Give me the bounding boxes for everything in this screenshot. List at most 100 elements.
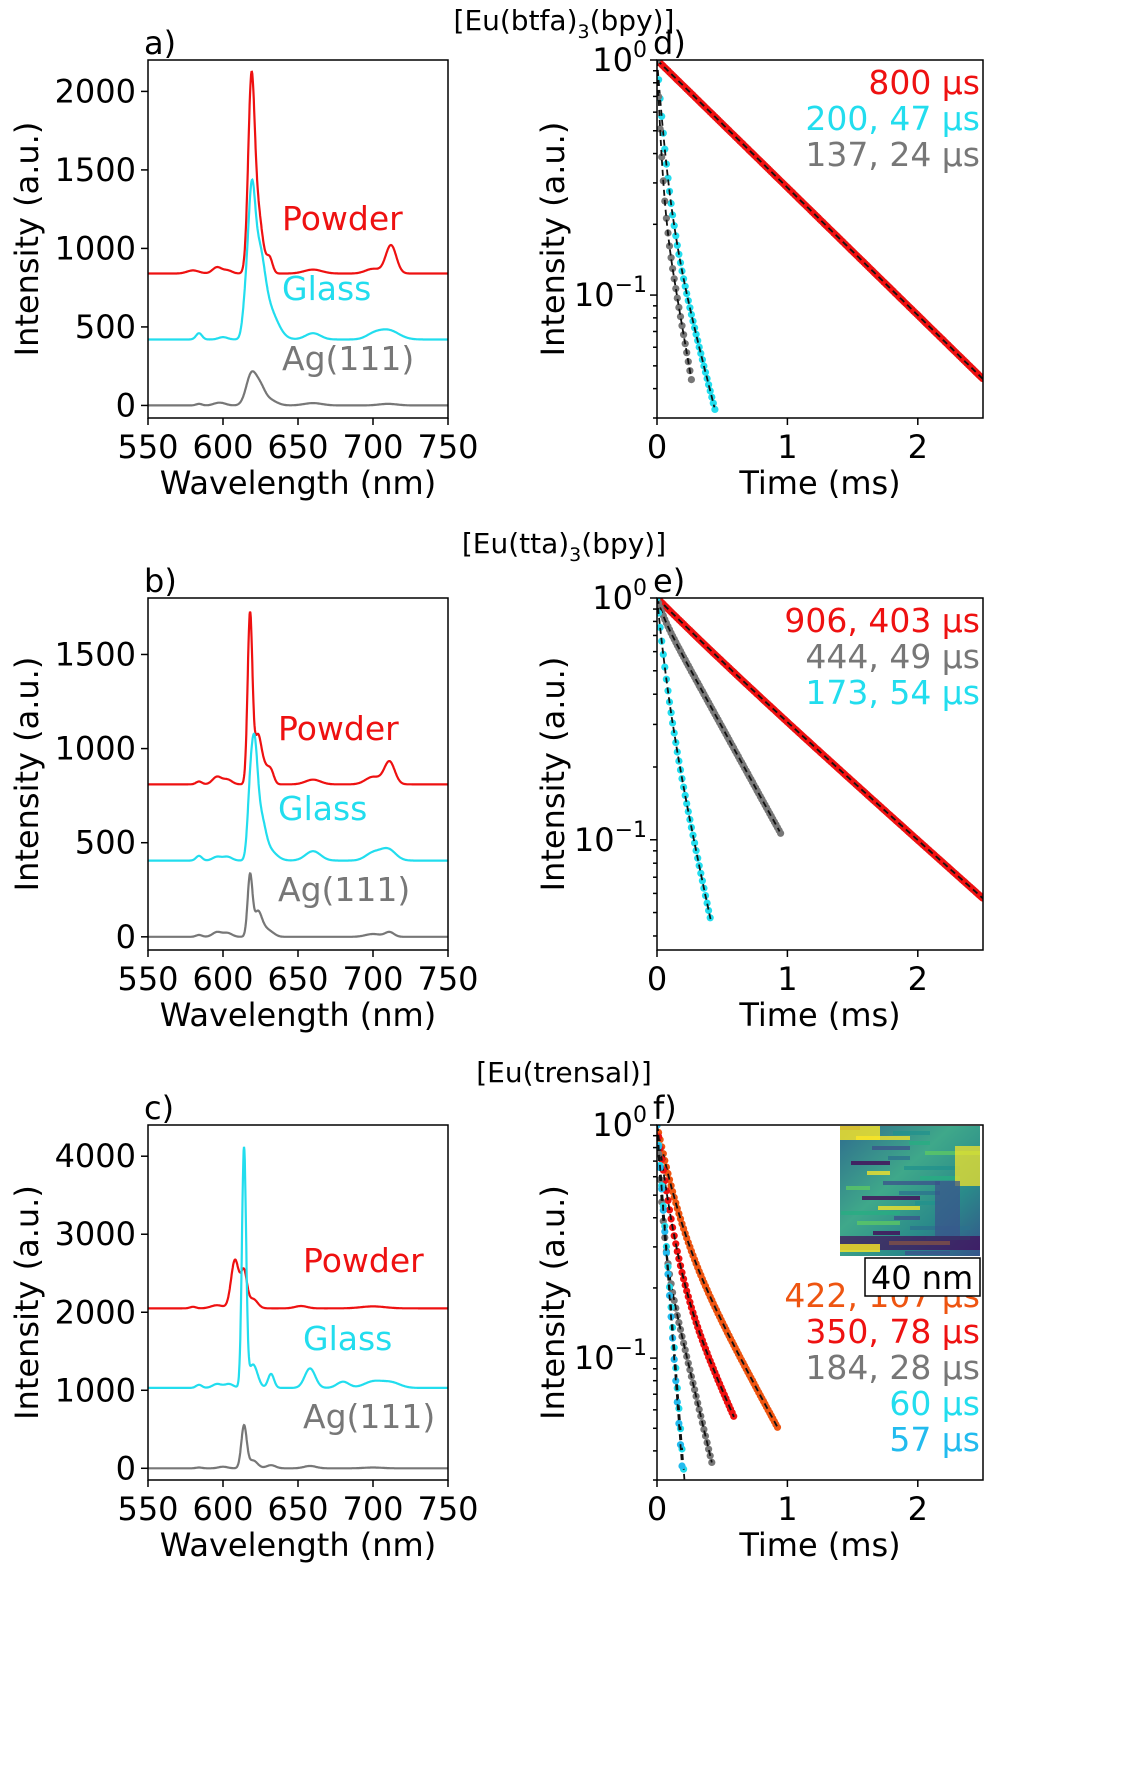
data-point (701, 368, 710, 376)
y-tick-label: 500 (75, 308, 136, 346)
y-tick-label: 10−1 (574, 818, 647, 859)
data-point (711, 405, 719, 413)
x-tick-label: 600 (192, 960, 253, 998)
lifetime-label: 60 µs (889, 1384, 980, 1423)
data-point (675, 1319, 683, 1327)
x-axis-label: Time (ms) (738, 996, 900, 1034)
lifetime-label: 137, 24 µs (805, 135, 980, 174)
series-line (148, 611, 448, 786)
x-tick-label: 650 (267, 960, 328, 998)
y-tick-label: 100 (592, 38, 647, 79)
series-line (148, 1146, 448, 1389)
lifetime-label: 800 µs (868, 63, 980, 102)
data-point (978, 894, 983, 902)
y-tick-label: 100 (592, 576, 647, 617)
data-point (662, 1249, 671, 1257)
series-label: Glass (282, 269, 371, 308)
series-line (148, 872, 448, 938)
plot-area (148, 611, 448, 938)
data-point (687, 310, 696, 319)
x-tick-label: 1 (777, 960, 797, 998)
data-point (695, 1405, 703, 1414)
data-point (691, 839, 699, 847)
x-tick-label: 2 (908, 428, 928, 466)
x-tick-label: 700 (342, 960, 403, 998)
data-point (658, 153, 666, 161)
data-point (661, 1228, 669, 1236)
data-point (698, 877, 707, 885)
data-point (687, 376, 696, 384)
x-tick-label: 550 (117, 960, 178, 998)
series-line (148, 177, 448, 341)
data-point (673, 241, 681, 249)
x-tick-label: 2 (908, 1490, 928, 1528)
data-point (675, 303, 683, 311)
x-tick-label: 0 (647, 1490, 667, 1528)
x-tick-label: 700 (342, 428, 403, 466)
lifetime-label: 184, 28 µs (805, 1348, 980, 1387)
data-point (664, 1270, 672, 1278)
series-label: Powder (278, 709, 399, 748)
data-point (697, 349, 705, 357)
axes-frame (656, 59, 984, 419)
series-label: Powder (282, 199, 403, 238)
data-point (673, 1247, 681, 1255)
data-point (670, 275, 678, 283)
x-tick-label: 700 (342, 1490, 403, 1528)
y-axis-label: Intensity (a.u.) (8, 1185, 46, 1420)
y-tick-label: 1500 (55, 635, 136, 673)
fit-line (657, 1125, 778, 1427)
series-label: Glass (278, 789, 367, 828)
data-point (678, 1268, 686, 1277)
x-tick-label: 1 (777, 428, 797, 466)
data-point (683, 1287, 691, 1295)
row-title: [Eu(trensal)] (476, 1056, 652, 1089)
data-point (661, 145, 669, 153)
panel-label: a) (144, 24, 176, 62)
series-line (148, 1423, 448, 1470)
lifetime-label: 173, 54 µs (805, 673, 980, 712)
y-axis-label: Intensity (a.u.) (534, 122, 572, 357)
data-point (672, 232, 680, 240)
data-point (705, 1445, 713, 1453)
data-point (700, 1425, 708, 1433)
data-point (678, 322, 686, 330)
data-point (670, 729, 678, 737)
plot-area (657, 1125, 782, 1480)
lifetime-label: 57 µs (889, 1420, 980, 1459)
data-point (678, 1462, 686, 1470)
x-axis-label: Wavelength (nm) (160, 996, 436, 1034)
data-point (691, 1386, 699, 1394)
data-point (681, 1346, 689, 1354)
row-title: [Eu(tta)3(bpy)] (462, 527, 666, 566)
data-point (661, 663, 669, 671)
inset-map-image (840, 1126, 980, 1256)
data-point (680, 1275, 688, 1283)
x-tick-label: 1 (777, 1490, 797, 1528)
data-point (777, 829, 785, 837)
data-point (670, 1296, 678, 1305)
y-axis-label: Intensity (a.u.) (8, 122, 46, 357)
panel-label: b) (144, 562, 177, 600)
x-tick-label: 750 (417, 1490, 478, 1528)
series-label: Glass (303, 1319, 392, 1358)
data-point (708, 1458, 716, 1466)
axes-frame (656, 1124, 984, 1481)
data-point (681, 791, 689, 800)
data-point (676, 1325, 685, 1334)
panel-label: d) (653, 24, 686, 62)
data-point (705, 906, 713, 915)
y-tick-label: 0 (116, 918, 136, 956)
y-tick-label: 100 (592, 1103, 647, 1144)
x-tick-label: 650 (267, 1490, 328, 1528)
fit-line (657, 598, 781, 832)
data-point (672, 285, 680, 293)
plot-area (657, 60, 983, 413)
data-point (669, 1188, 677, 1196)
plot-area (148, 70, 448, 407)
data-point (697, 869, 705, 877)
